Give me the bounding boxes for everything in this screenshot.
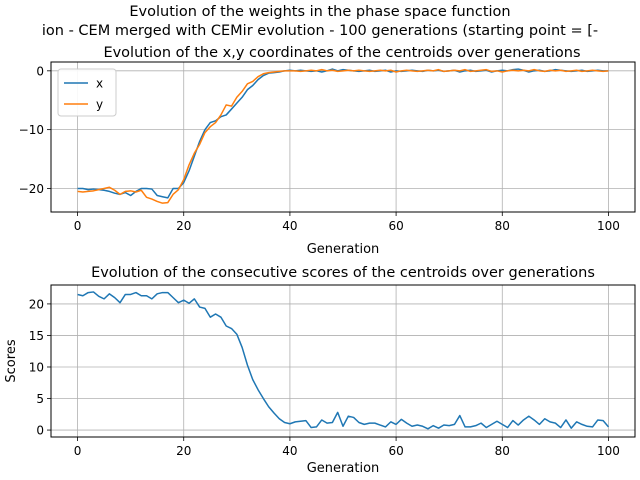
y-axis-label: Scores [4, 339, 19, 382]
x-tick-label: 0 [74, 444, 82, 458]
x-tick-label: 60 [388, 219, 403, 233]
x-tick-label: 40 [282, 219, 297, 233]
x-tick-label: 100 [597, 444, 620, 458]
series-line-scores [77, 291, 610, 430]
x-tick-label: 40 [282, 444, 297, 458]
xy-coordinates-chart: Evolution of the x,y coordinates of the … [19, 45, 636, 257]
series-lines [77, 291, 610, 430]
plot-frame [50, 284, 636, 438]
x-tick-label: 60 [388, 444, 403, 458]
y-tick-label: −10 [19, 123, 44, 137]
series-lines [77, 68, 609, 204]
x-tick-label: 20 [176, 219, 191, 233]
series-line-y [77, 68, 609, 204]
y-tick-label: 15 [29, 329, 44, 343]
y-tick-label: 0 [36, 424, 44, 438]
plot-frame [50, 61, 636, 213]
x-tick-label: 100 [597, 219, 620, 233]
legend-label-y: y [96, 98, 103, 112]
x-tick-label: 80 [495, 219, 510, 233]
ticks: 0 20 40 60 80 100 0 −10 −20 [19, 64, 620, 233]
legend-box [57, 68, 117, 117]
x-tick-label: 0 [74, 219, 82, 233]
y-tick-label: 5 [36, 392, 44, 406]
legend: xy [57, 68, 117, 117]
x-tick-label: 20 [176, 444, 191, 458]
y-tick-label: 10 [29, 360, 44, 374]
x-tick-label: 80 [495, 444, 510, 458]
chart-title: Evolution of the x,y coordinates of the … [103, 45, 580, 61]
figure-suptitle-line1: Evolution of the weights in the phase sp… [129, 4, 510, 20]
figure-suptitle-line2: ion - CEM merged with CEMir evolution - … [42, 23, 598, 39]
y-tick-label: 20 [29, 297, 44, 311]
grid [51, 285, 635, 437]
x-axis-label: Generation [307, 461, 380, 476]
scores-chart: Evolution of the consecutive scores of t… [4, 265, 636, 476]
series-line-x [77, 68, 609, 199]
y-tick-label: −20 [19, 182, 44, 196]
x-axis-label: Generation [307, 242, 380, 257]
y-tick-label: 0 [36, 64, 44, 78]
chart-title: Evolution of the consecutive scores of t… [91, 265, 595, 281]
legend-label-x: x [96, 77, 103, 91]
ticks: 0 20 40 60 80 100 0 5 10 15 20 [29, 297, 620, 458]
